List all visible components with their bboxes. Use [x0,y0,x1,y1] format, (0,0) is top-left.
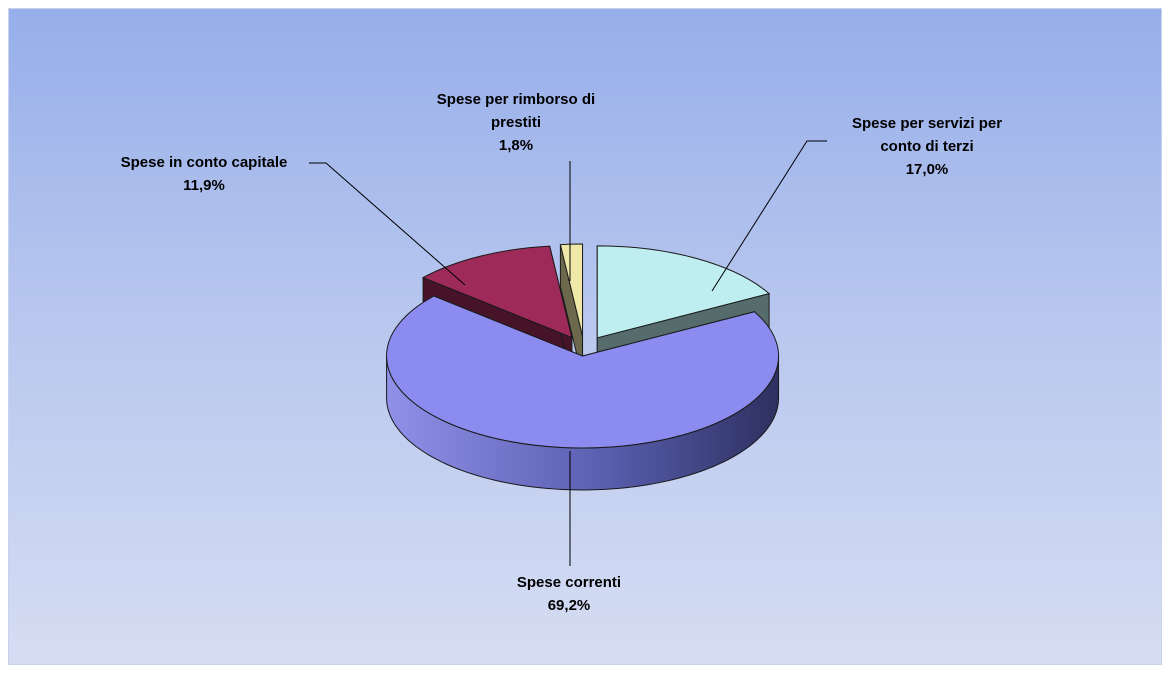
leader-line [309,162,466,286]
pie-slice [559,243,584,379]
slice-label: Spese per servizi per [852,115,1002,132]
pie-chart: Spese per servizi per conto di terzi 17,0%… [121,91,1003,614]
slice-label: Spese in conto capitale [121,154,288,171]
slice-label: prestiti [491,114,541,131]
slice-percent-label: 69,2% [548,597,591,614]
slice-label: Spese per rimborso di [437,91,595,108]
slice-percent-label: 17,0% [906,161,949,178]
pie-slice [386,295,780,491]
slice-label: conto di terzi [880,138,973,155]
leader-line [711,140,827,292]
slice-percent-label: 1,8% [499,137,533,154]
slice-percent-label: 11,9% [183,177,225,194]
chart-area: Spese per servizi per conto di terzi 17,0%… [8,8,1162,665]
slice-label: Spese correnti [517,574,621,591]
